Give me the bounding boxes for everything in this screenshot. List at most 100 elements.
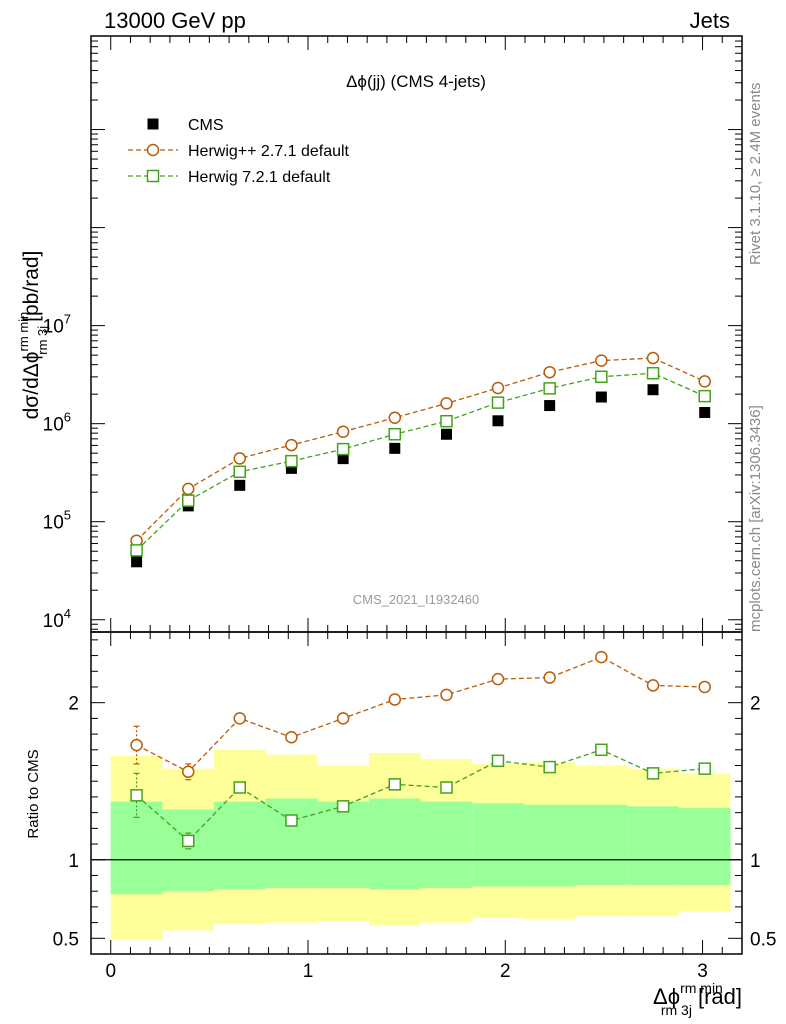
x-axis-label: Δϕrm min rm 3j [rad] (653, 980, 742, 1018)
y-tick-label: 105 (43, 508, 71, 534)
x-tick-label: 2 (500, 961, 511, 982)
y-tick-exponent: 6 (64, 410, 71, 425)
data-point (233, 452, 246, 465)
uncertainty-band-inner (265, 798, 318, 889)
data-point (131, 556, 143, 568)
series-line-2 (136, 372, 705, 551)
data-point (130, 544, 143, 557)
data-point (595, 370, 608, 384)
uncertainty-band-inner (472, 803, 524, 887)
ratio-point (698, 680, 711, 694)
uncertainty-band-inner (368, 798, 421, 890)
uncertainty-band-inner (317, 801, 369, 889)
mcplots-label: mcplots.cern.ch [arXiv:1306.3436] (747, 405, 764, 632)
data-point (491, 396, 505, 409)
main-title: Δϕ(jj) (CMS 4-jets) (346, 72, 486, 91)
data-point (440, 414, 453, 428)
x-label-main: Δϕ (653, 984, 680, 1009)
data-point (543, 365, 556, 379)
y-tick-mantissa: 10 (43, 317, 64, 338)
header-left: 13000 GeV pp (104, 8, 246, 33)
uncertainty-band-inner (575, 804, 628, 885)
ratio-point (698, 762, 711, 775)
main-y-label-main: dσ/dΔϕ (20, 351, 43, 419)
ratio-point (130, 789, 143, 802)
main-y-label-unit: [pb/rad] (20, 251, 43, 322)
data-point (491, 381, 505, 395)
series-line-1 (136, 357, 705, 542)
header-right: Jets (690, 8, 730, 33)
y-tick-exponent: 7 (64, 312, 71, 327)
main-y-label-sub: rm 3j (35, 326, 50, 355)
data-point (647, 384, 659, 396)
ratio-y-axis-label: Ratio to CMS (25, 749, 42, 838)
ratio-point (336, 712, 350, 725)
x-label-sub: rm 3j (661, 1002, 692, 1018)
ratio-y-tick-label-left: 0.5 (53, 929, 79, 950)
data-point (336, 442, 350, 456)
ratio-y-tick-label-right: 2 (750, 694, 761, 715)
ratio-y-tick-label-left: 1 (68, 851, 79, 872)
ratio-point (388, 693, 402, 706)
y-tick-label: 106 (43, 410, 71, 436)
uncertainty-band-inner (627, 806, 679, 885)
y-tick-mantissa: 10 (43, 513, 64, 534)
data-point (388, 428, 402, 441)
ratio-point (336, 800, 350, 813)
main-y-label-sup: rm min (16, 312, 31, 352)
watermark: CMS_2021_I1932460 (353, 592, 480, 607)
data-point (182, 482, 195, 496)
ratio-line-0 (136, 656, 705, 773)
uncertainty-band-inner (162, 809, 215, 892)
data-point (492, 415, 504, 427)
ratio-plot-frame (90, 631, 743, 955)
legend-marker (147, 118, 159, 130)
data-point (646, 351, 660, 365)
y-tick-mantissa: 10 (43, 611, 64, 632)
ratio-point (646, 679, 660, 692)
data-point (285, 454, 298, 468)
rivet-label: Rivet 3.1.10, ≥ 2.4M events (747, 83, 764, 266)
x-label-unit: [rad] (698, 984, 742, 1009)
data-point (285, 462, 297, 474)
data-point (698, 389, 711, 403)
ratio-line-1 (136, 749, 705, 842)
ratio-point (182, 765, 195, 779)
data-point (336, 425, 350, 438)
ratio-point (233, 712, 246, 725)
x-label-sup: rm min (680, 980, 723, 996)
data-point (233, 465, 246, 479)
ratio-point (285, 814, 298, 827)
y-tick-label: 107 (43, 312, 71, 338)
x-tick-label: 0 (105, 961, 116, 982)
uncertainty-band-inner (678, 807, 731, 885)
y-tick-exponent: 4 (64, 606, 71, 621)
ratio-point (285, 730, 298, 744)
ratio-point (543, 671, 556, 684)
data-point (646, 366, 660, 380)
legend-marker (146, 143, 160, 157)
data-point (388, 411, 402, 424)
ratio-point (595, 650, 608, 664)
ratio-point (130, 738, 143, 752)
data-point (698, 375, 711, 388)
ratio-plot: 0.5 0.5 1 1 2 2 0 1 2 3 Ratio to CMS Δϕrm min rm 3… (25, 631, 776, 1018)
ratio-point (491, 672, 505, 686)
data-point (544, 400, 556, 412)
data-point (440, 428, 452, 440)
data-point (285, 438, 298, 452)
ratio-point (595, 743, 608, 757)
uncertainty-band-inner (420, 801, 473, 889)
legend-label: Herwig++ 2.7.1 default (188, 143, 350, 160)
ratio-y-tick-label-right: 1 (750, 851, 761, 872)
ratio-point (440, 781, 453, 794)
legend-label: Herwig 7.2.1 default (188, 169, 331, 186)
x-tick-label: 3 (697, 961, 708, 982)
legend-label: CMS (188, 117, 224, 134)
data-point (595, 354, 608, 367)
ratio-point (388, 778, 402, 791)
legend-marker (146, 169, 160, 183)
data-point (543, 382, 556, 395)
ratio-y-tick-label-left: 2 (68, 694, 79, 715)
